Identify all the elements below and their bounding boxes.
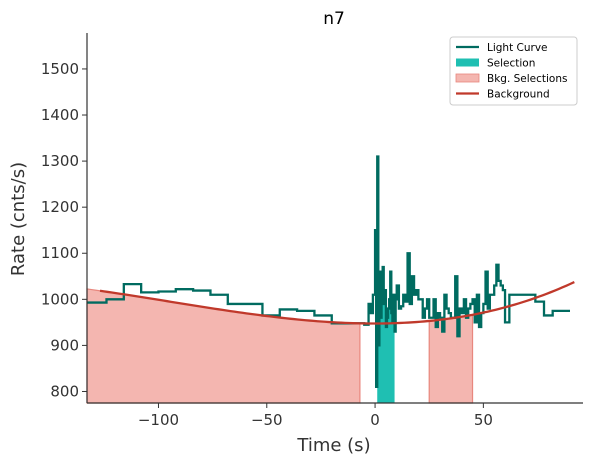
light-curve-layer — [87, 155, 570, 389]
legend-box — [449, 36, 578, 106]
y-tick-label: 1400 — [41, 106, 79, 124]
axes — [86, 33, 583, 404]
y-tick-label: 1500 — [41, 60, 79, 78]
background-curve — [99, 281, 575, 325]
legend-label: Background — [487, 89, 550, 101]
legend-label: Bkg. Selections — [487, 73, 567, 85]
plot-area — [86, 155, 575, 404]
source-selection — [377, 156, 395, 403]
light-curve-line — [87, 155, 570, 389]
background-layer — [99, 281, 575, 325]
selection-layer — [377, 156, 395, 403]
legend-swatch — [455, 73, 480, 83]
y-tick-label: 1300 — [41, 152, 79, 170]
y-tick-label: 1000 — [41, 290, 79, 308]
legend: Light Curve Selection Bkg. Selections Backg… — [449, 36, 578, 106]
legend-label: Selection — [487, 58, 535, 70]
x-tick-label: −100 — [138, 411, 179, 429]
bkg-selection-layer — [86, 288, 474, 404]
x-tick-label: −50 — [251, 411, 283, 429]
bkg-selection-1 — [86, 288, 361, 404]
x-axis-ticks: −100 −50 0 50 — [138, 403, 493, 429]
legend-swatch — [456, 58, 479, 67]
x-tick-label: 0 — [370, 411, 380, 429]
y-tick-label: 800 — [50, 382, 79, 400]
y-tick-label: 900 — [50, 336, 79, 354]
y-tick-label: 1100 — [41, 244, 79, 262]
y-axis-ticks: 800 900 1000 1100 1200 1300 1400 1500 — [41, 60, 87, 400]
chart-title: n7 — [323, 9, 345, 29]
x-tick-label: 50 — [474, 411, 493, 429]
y-axis-label: Rate (cnts/s) — [8, 162, 29, 276]
y-tick-label: 1200 — [41, 198, 79, 216]
x-axis-label: Time (s) — [296, 435, 370, 456]
legend-label: Light Curve — [487, 42, 548, 54]
